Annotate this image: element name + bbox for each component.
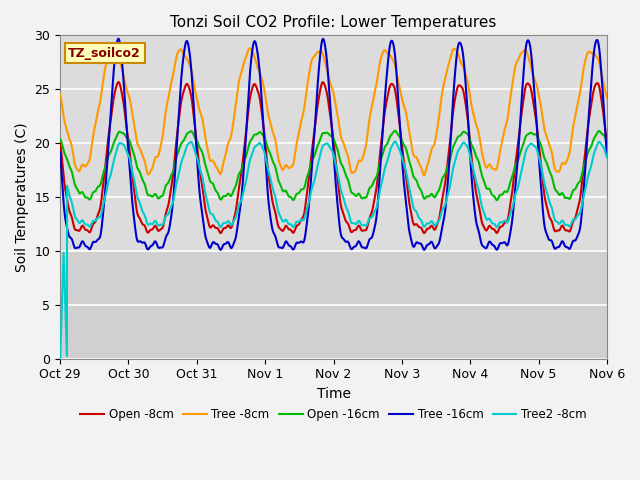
Open -8cm <box>593 81 600 86</box>
Tree -8cm <box>118 69 126 75</box>
Line: Tree2 -8cm: Tree2 -8cm <box>60 142 607 359</box>
Open -8cm <box>217 230 225 236</box>
Title: Tonzi Soil CO2 Profile: Lower Temperatures: Tonzi Soil CO2 Profile: Lower Temperatur… <box>170 15 497 30</box>
Open -8cm <box>115 79 122 85</box>
Open -16cm <box>593 132 600 137</box>
Tree -16cm <box>603 153 611 158</box>
Tree2 -8cm <box>56 356 64 361</box>
Open -16cm <box>118 130 126 136</box>
Tree -8cm <box>534 86 541 92</box>
Open -16cm <box>493 197 500 203</box>
Line: Open -16cm: Open -16cm <box>60 131 607 200</box>
Tree -16cm <box>56 149 64 155</box>
Open -16cm <box>391 128 399 134</box>
Bar <box>60 251 607 359</box>
Tree -16cm <box>119 67 127 72</box>
Tree2 -8cm <box>290 224 298 230</box>
Tree -16cm <box>534 135 541 141</box>
Open -8cm <box>603 141 611 147</box>
Tree2 -8cm <box>151 218 159 224</box>
Open -8cm <box>151 223 159 228</box>
Tree2 -8cm <box>391 139 399 144</box>
Open -16cm <box>534 134 541 140</box>
Open -8cm <box>534 130 541 136</box>
Tree -8cm <box>151 156 159 162</box>
Tree2 -8cm <box>534 148 541 154</box>
Open -16cm <box>290 197 298 203</box>
Open -16cm <box>151 191 159 197</box>
Tree -16cm <box>115 36 122 42</box>
Tree -8cm <box>246 45 253 51</box>
Tree -16cm <box>217 247 225 252</box>
Open -16cm <box>56 136 64 142</box>
Tree2 -8cm <box>118 141 126 147</box>
Open -8cm <box>119 95 127 101</box>
Y-axis label: Soil Temperatures (C): Soil Temperatures (C) <box>15 122 29 272</box>
Tree -8cm <box>603 95 611 100</box>
Open -16cm <box>266 150 274 156</box>
Tree -16cm <box>593 37 600 43</box>
Legend: Open -8cm, Tree -8cm, Open -16cm, Tree -16cm, Tree2 -8cm: Open -8cm, Tree -8cm, Open -16cm, Tree -… <box>76 403 591 426</box>
Open -8cm <box>290 229 298 235</box>
Tree2 -8cm <box>266 173 274 179</box>
Tree -8cm <box>420 172 428 178</box>
Tree -8cm <box>56 91 64 97</box>
Line: Tree -8cm: Tree -8cm <box>60 48 607 175</box>
Open -16cm <box>603 138 611 144</box>
Line: Open -8cm: Open -8cm <box>60 82 607 233</box>
Tree -16cm <box>290 246 298 252</box>
X-axis label: Time: Time <box>317 387 351 401</box>
Line: Tree -16cm: Tree -16cm <box>60 39 607 250</box>
Tree -8cm <box>290 159 298 165</box>
Text: TZ_soilco2: TZ_soilco2 <box>68 47 141 60</box>
Tree -8cm <box>593 54 600 60</box>
Tree -8cm <box>266 119 274 124</box>
Tree -16cm <box>151 239 159 244</box>
Tree2 -8cm <box>593 144 600 150</box>
Open -8cm <box>266 184 274 190</box>
Tree -16cm <box>266 213 274 218</box>
Open -8cm <box>56 139 64 144</box>
Tree2 -8cm <box>603 154 611 160</box>
